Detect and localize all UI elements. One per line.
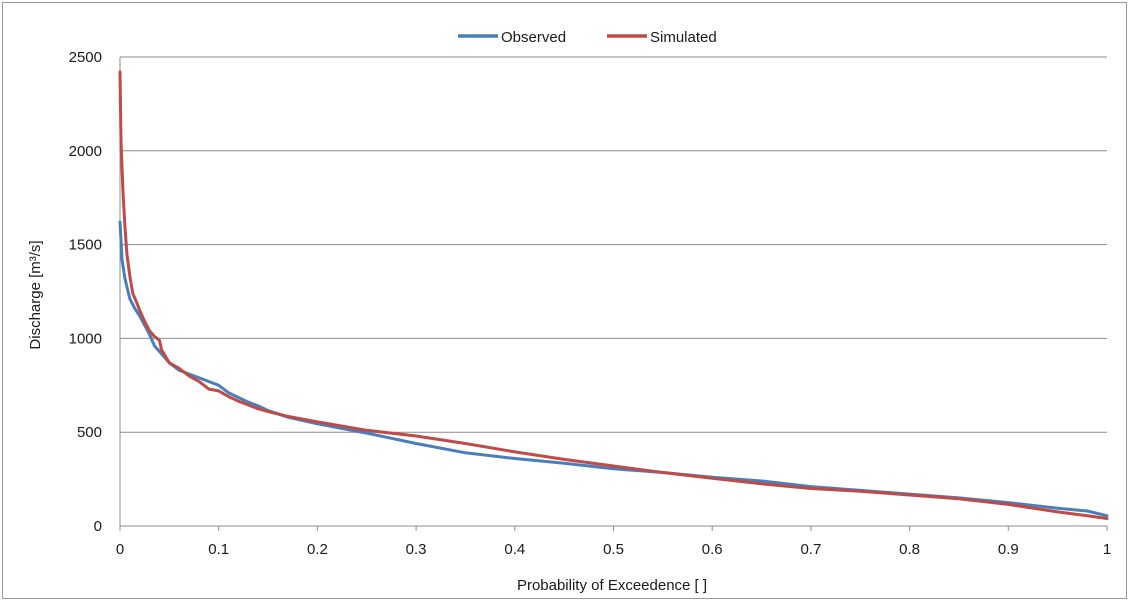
x-axis-ticks: 0 0.1 0.2 0.3 0.4 0.5 0.6 0.7 0.8 0.9 1	[116, 57, 1111, 558]
x-tick-label: 0	[116, 541, 124, 558]
x-tick-label: 0.3	[406, 541, 427, 558]
grid-lines	[120, 56, 1107, 433]
y-tick-label: 500	[77, 424, 102, 441]
x-tick-label: 0.4	[504, 541, 525, 558]
x-tick-label: 1	[1103, 541, 1111, 558]
x-tick-label: 0.8	[899, 541, 920, 558]
legend-label-simulated: Simulated	[650, 29, 717, 46]
series-line-observed	[118, 220, 1109, 518]
legend-label-observed: Observed	[501, 29, 566, 46]
y-axis-ticks: 0 500 1000 1500 2000 2500	[69, 49, 102, 535]
x-tick-label: 0.9	[998, 541, 1019, 558]
series-line-simulated	[118, 70, 1109, 520]
y-tick-label: 2000	[69, 143, 102, 160]
x-tick-label: 0.5	[603, 541, 624, 558]
series-lines	[118, 70, 1109, 520]
y-tick-label: 1000	[69, 330, 102, 347]
y-axis-title: Discharge [m³/s]	[27, 240, 44, 349]
x-tick-label: 0.1	[208, 541, 229, 558]
x-tick-label: 0.2	[307, 541, 328, 558]
y-tick-label: 0	[94, 518, 102, 535]
x-tick-label: 0.6	[702, 541, 723, 558]
y-tick-label: 1500	[69, 237, 102, 254]
legend: Observed Simulated	[458, 29, 717, 46]
x-tick-label: 0.7	[800, 541, 821, 558]
y-tick-label: 2500	[69, 49, 102, 66]
x-axis-title: Probability of Exceedence [ ]	[517, 577, 707, 594]
